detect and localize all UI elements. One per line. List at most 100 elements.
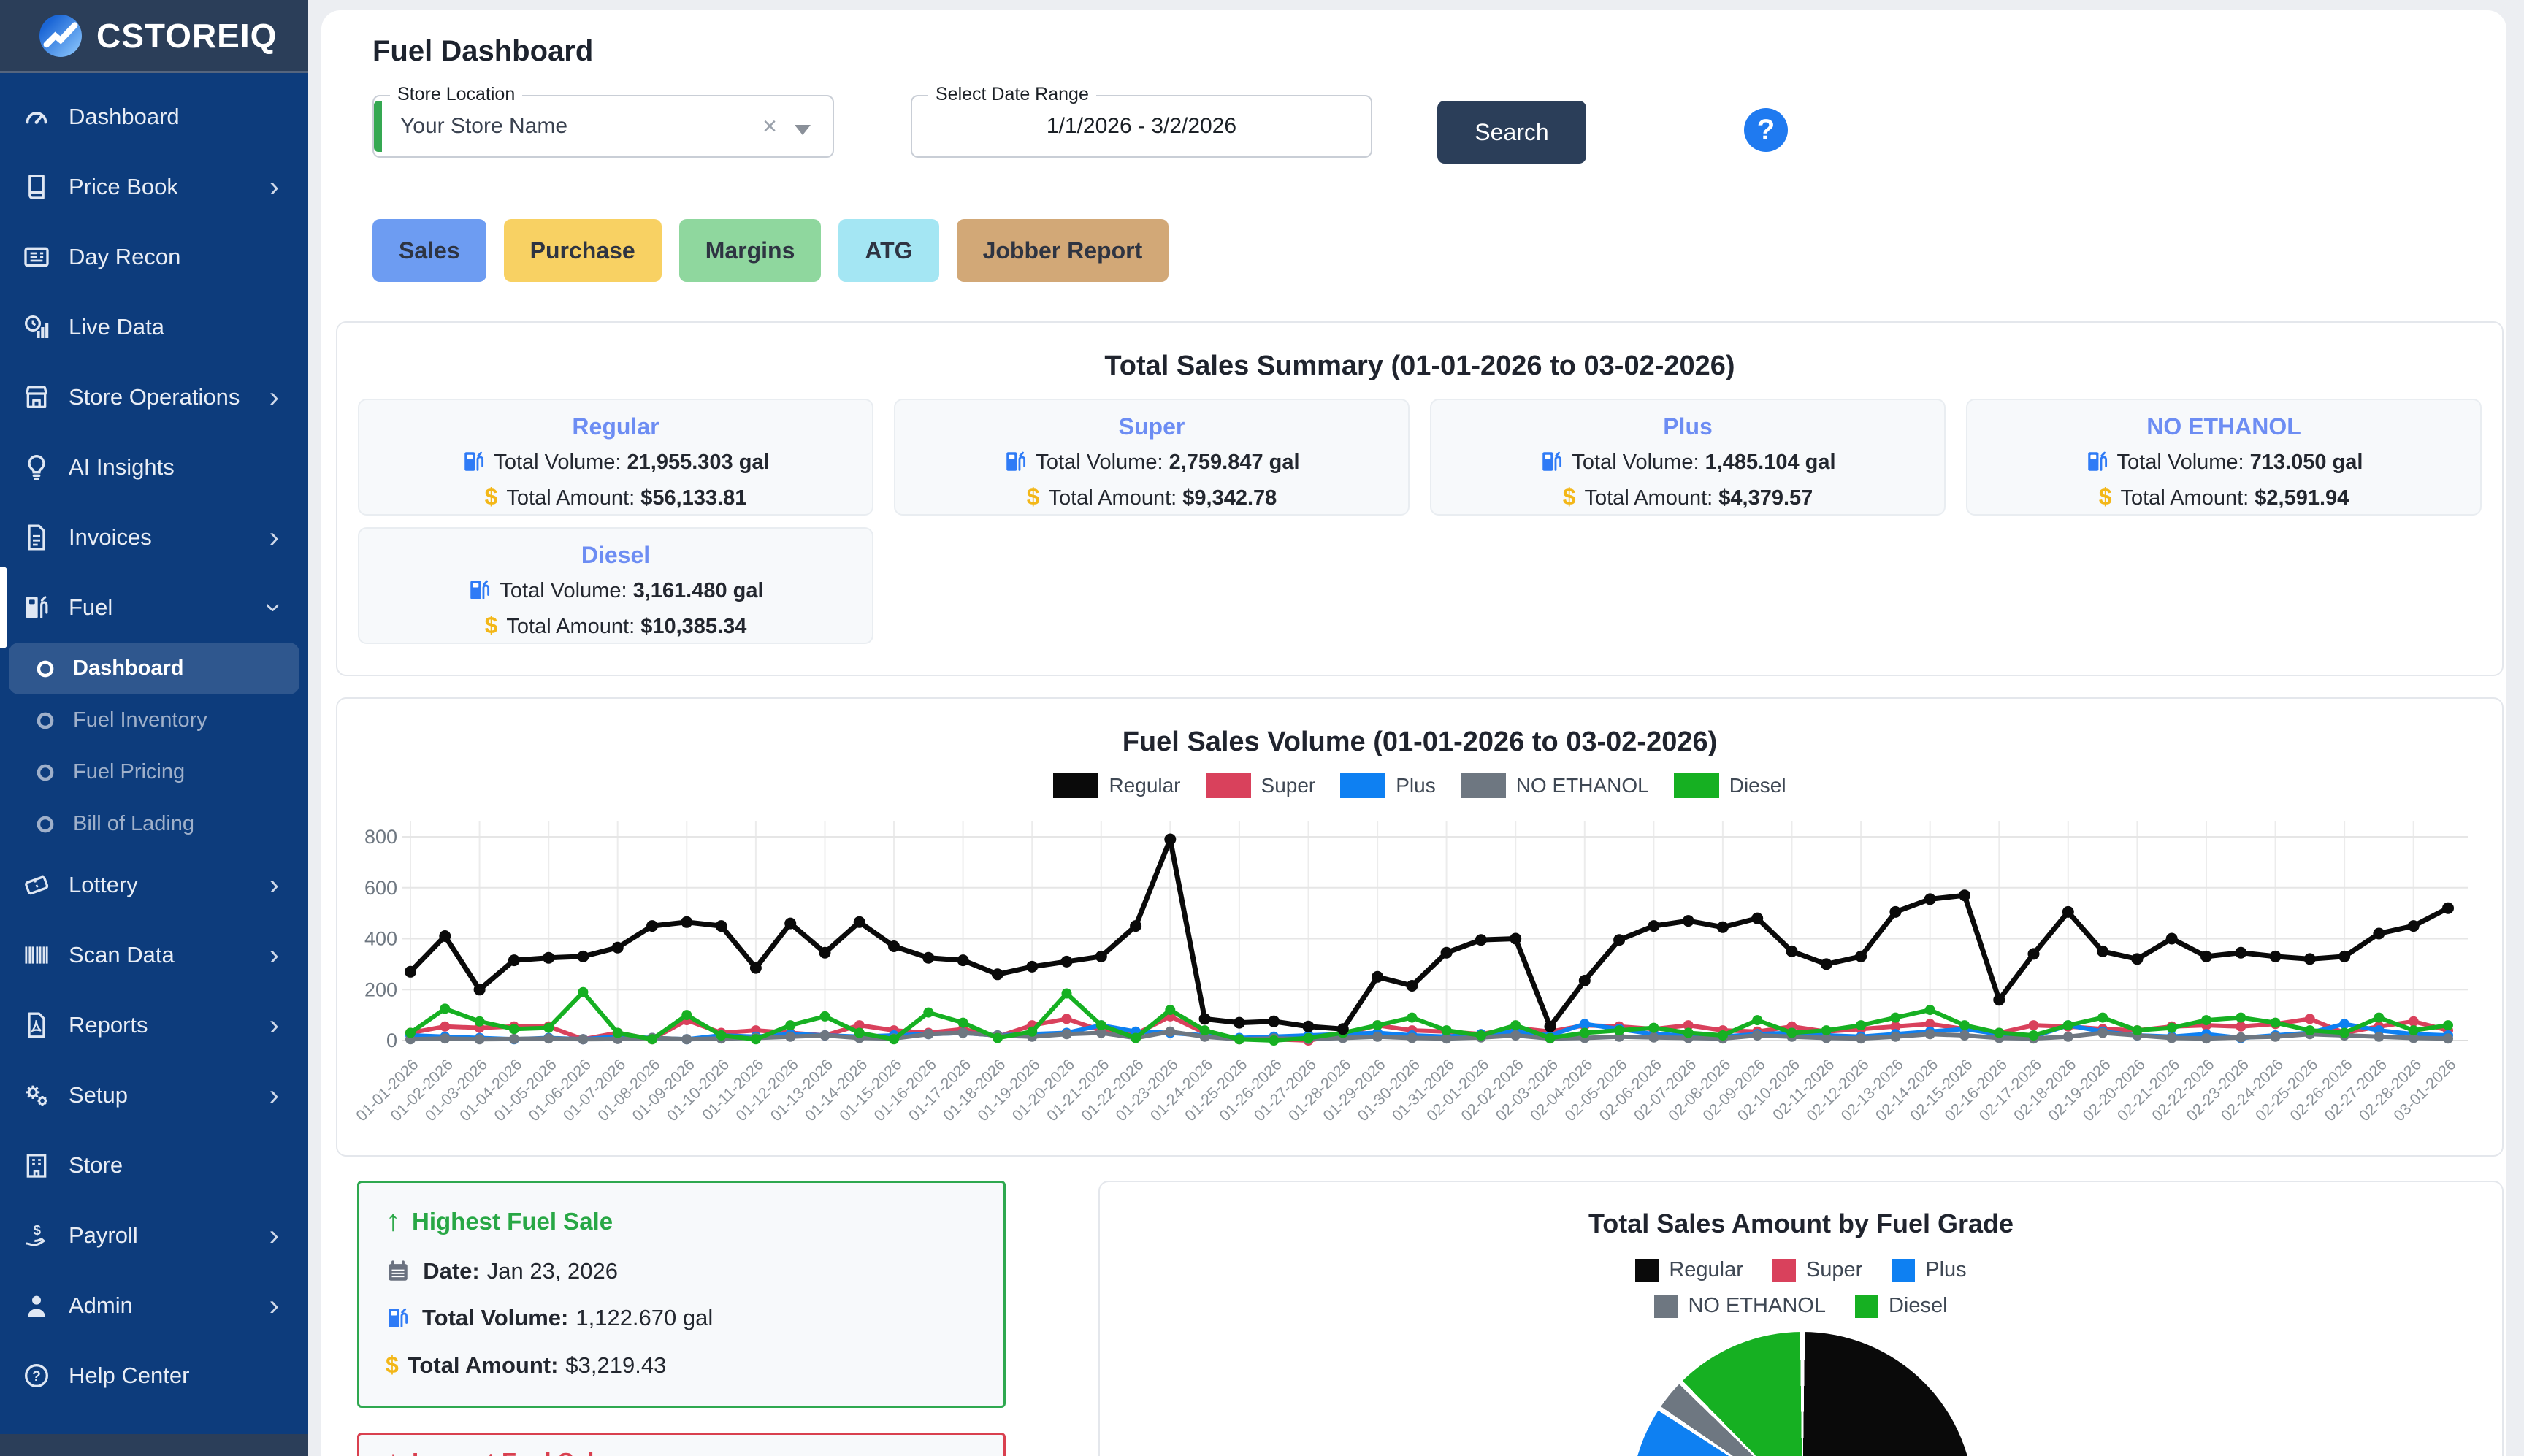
sidebar-item-dashboard[interactable]: Dashboard xyxy=(0,82,308,152)
sidebar-item-label: AI Insights xyxy=(69,454,175,480)
select-active-bar xyxy=(374,101,382,152)
total-sales-summary-panel: Total Sales Summary (01-01-2026 to 03-02… xyxy=(336,321,2504,676)
hand-dollar-icon: $ xyxy=(22,1221,51,1250)
chevron-down-icon[interactable] xyxy=(795,125,811,135)
calendar-icon xyxy=(386,1259,410,1284)
date-range-input[interactable]: Select Date Range 1/1/2026 - 3/2/2026 xyxy=(911,84,1372,158)
search-button[interactable]: Search xyxy=(1437,101,1586,164)
tab-purchase[interactable]: Purchase xyxy=(503,219,662,282)
sidebar-item-label: Fuel xyxy=(69,594,113,620)
fuel-pump-icon xyxy=(1540,449,1564,474)
chevron-right-icon: › xyxy=(269,939,279,971)
grade-volume: Total Volume: 713.050 gal xyxy=(1967,449,2480,475)
sidebar-subitem-fuel-inventory[interactable]: Fuel Inventory xyxy=(9,694,299,746)
storefront-icon xyxy=(22,383,51,412)
sidebar-item-fuel[interactable]: Fuel › xyxy=(0,567,308,648)
sidebar-item-help-center[interactable]: ? Help Center xyxy=(0,1341,308,1411)
sidebar-item-store-operations[interactable]: Store Operations › xyxy=(0,362,308,432)
volume-line-chart: 0 200 400 600 800 01-01-2026 01-02-2026 01-03-2… xyxy=(337,808,2505,1161)
sidebar-subitem-dashboard[interactable]: Dashboard xyxy=(9,643,299,694)
legend-swatch xyxy=(1854,1294,1878,1318)
grade-amount: $ Total Amount: $2,591.94 xyxy=(2098,483,2349,510)
grade-card-no-ethanol: NO ETHANOL Total Volume: 713.050 gal $ Tota… xyxy=(1966,399,2482,516)
legend-item-super: Super xyxy=(1205,773,1316,798)
legend-item-no-ethanol: NO ETHANOL xyxy=(1460,773,1649,798)
tab-sales[interactable]: Sales xyxy=(372,219,486,282)
amount-label: Total Amount: xyxy=(407,1352,559,1378)
dollar-icon: $ xyxy=(1562,483,1576,510)
sidebar-item-scan-data[interactable]: Scan Data › xyxy=(0,920,308,990)
sidebar-item-admin[interactable]: Admin › xyxy=(0,1271,308,1341)
sidebar-item-reports[interactable]: Reports › xyxy=(0,990,308,1060)
pie-legend-row-2: NO ETHANOL Diesel xyxy=(1100,1294,2502,1318)
sidebar-subitem-label: Fuel Inventory xyxy=(73,708,207,732)
sidebar-item-payroll[interactable]: $ Payroll › xyxy=(0,1200,308,1271)
grade-cards: Regular Total Volume: 21,955.303 gal $ Tota… xyxy=(358,399,2482,644)
chevron-down-icon: › xyxy=(258,602,291,613)
brand-name: CSTOREIQ xyxy=(96,16,278,55)
tab-margins[interactable]: Margins xyxy=(678,219,822,282)
volume-value: 1,122.670 gal xyxy=(575,1305,714,1330)
legend-label: Regular xyxy=(1669,1258,1743,1281)
sidebar-subitem-label: Fuel Pricing xyxy=(73,760,186,783)
store-location-select[interactable]: Store Location Your Store Name × xyxy=(372,84,834,158)
sidebar-item-ai-insights[interactable]: AI Insights xyxy=(0,432,308,502)
sidebar-item-lottery[interactable]: Lottery › xyxy=(0,850,308,920)
sidebar-item-label: Scan Data xyxy=(69,942,175,968)
sidebar-item-live-data[interactable]: Live Data xyxy=(0,292,308,362)
svg-text:200: 200 xyxy=(364,978,397,1000)
circle-icon xyxy=(34,709,57,732)
sidebar-item-invoices[interactable]: Invoices › xyxy=(0,502,308,572)
legend-item-plus: Plus xyxy=(1340,773,1436,798)
legend-label: Plus xyxy=(1925,1258,1967,1281)
grade-amount: $ Total Amount: $56,133.81 xyxy=(484,483,747,510)
legend-swatch xyxy=(1340,773,1386,798)
sidebar: CSTOREIQ Dashboard Price Book › Day Recon Li… xyxy=(0,0,308,1456)
highest-fuel-sale-heading: ↑ Highest Fuel Sale xyxy=(386,1205,977,1238)
sidebar-item-label: Day Recon xyxy=(69,244,181,269)
circle-icon xyxy=(34,813,57,836)
bulb-icon xyxy=(22,453,51,482)
highest-amount-row: $ Total Amount: $3,219.43 xyxy=(386,1352,977,1379)
date-label: Date: xyxy=(423,1258,480,1284)
barcode-icon xyxy=(22,940,51,970)
sidebar-item-day-recon[interactable]: Day Recon xyxy=(0,222,308,292)
report-icon xyxy=(22,1011,51,1040)
sidebar-item-setup[interactable]: Setup › xyxy=(0,1060,308,1130)
main-container: Fuel Dashboard Store Location Your Store… xyxy=(321,10,2506,1456)
ticket-icon xyxy=(22,870,51,900)
sidebar-subitem-fuel-pricing[interactable]: Fuel Pricing xyxy=(9,746,299,798)
legend-swatch xyxy=(1053,773,1099,798)
date-range-value: 1/1/2026 - 3/2/2026 xyxy=(1046,114,1237,138)
tab-atg[interactable]: ATG xyxy=(838,219,939,282)
newspaper-icon xyxy=(22,242,51,272)
fuel-sales-volume-panel: Fuel Sales Volume (01-01-2026 to 03-02-2… xyxy=(336,697,2504,1157)
help-icon: ? xyxy=(22,1361,51,1390)
chevron-right-icon: › xyxy=(269,1079,279,1111)
sidebar-subitem-bill-of-lading[interactable]: Bill of Lading xyxy=(9,798,299,850)
sidebar-nav: Dashboard Price Book › Day Recon Live Data St… xyxy=(0,82,308,1411)
chevron-right-icon: › xyxy=(269,171,279,203)
volume-label: Total Volume: xyxy=(422,1305,569,1330)
highest-date-row: Date: Jan 23, 2026 xyxy=(386,1258,977,1284)
highest-title: Highest Fuel Sale xyxy=(412,1207,613,1235)
sidebar-item-price-book[interactable]: Price Book › xyxy=(0,152,308,222)
help-icon[interactable]: ? xyxy=(1744,108,1788,152)
sidebar-item-store[interactable]: Store xyxy=(0,1130,308,1200)
pie-legend-item-plus: Plus xyxy=(1892,1258,1967,1282)
legend-label: Super xyxy=(1261,774,1316,797)
gears-icon xyxy=(22,1081,51,1110)
date-range-label: Select Date Range xyxy=(928,84,1096,105)
store-location-label: Store Location xyxy=(390,84,523,105)
legend-swatch xyxy=(1673,773,1719,798)
clock-bars-icon xyxy=(22,313,51,342)
clear-icon[interactable]: × xyxy=(762,112,777,140)
pie-legend-item-no-ethanol: NO ETHANOL xyxy=(1654,1294,1826,1318)
tab-jobber-report[interactable]: Jobber Report xyxy=(956,219,1169,282)
lowest-title: Lowest Fuel Sale xyxy=(412,1448,608,1456)
highest-volume-row: Total Volume: 1,122.670 gal xyxy=(386,1305,977,1331)
book-icon xyxy=(22,172,51,202)
legend-label: NO ETHANOL xyxy=(1688,1294,1826,1317)
lowest-fuel-sale-heading: ↓ Lowest Fuel Sale xyxy=(386,1445,977,1456)
legend-label: Diesel xyxy=(1888,1294,1948,1317)
